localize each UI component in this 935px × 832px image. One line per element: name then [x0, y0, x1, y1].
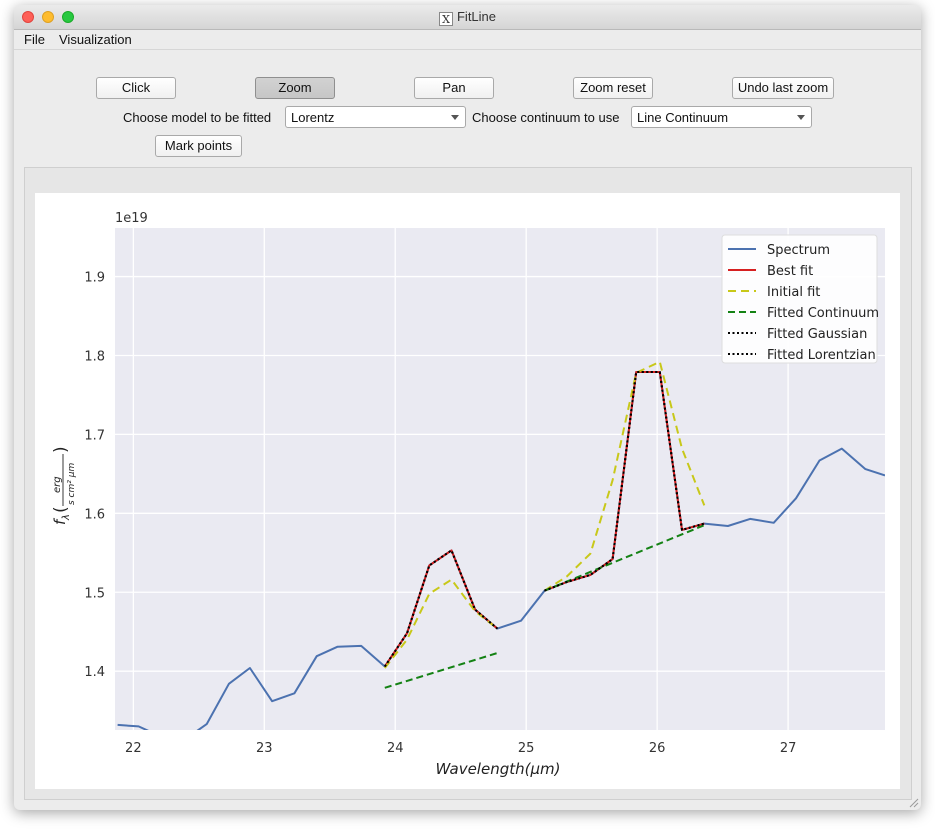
legend-label: Initial fit [767, 285, 820, 300]
chevron-down-icon [797, 115, 805, 120]
y-axis-label: fλ( erg s cm² μm) [51, 446, 77, 525]
close-window-button[interactable] [22, 11, 34, 23]
maximize-window-button[interactable] [62, 11, 74, 23]
click-button[interactable]: Click [96, 77, 176, 99]
legend-label: Spectrum [767, 243, 830, 258]
y-tick-label: 1.5 [84, 586, 105, 601]
spectrum-chart[interactable]: 22 23 24 25 26 27 1.4 1.5 1.6 1.7 1.8 1.9 1e19 Wav… [35, 193, 900, 789]
svg-text:s cm² μm: s cm² μm [67, 463, 77, 505]
series-initial-fit [384, 360, 706, 669]
legend-label: Fitted Continuum [767, 306, 879, 321]
zoom-button[interactable]: Zoom [255, 77, 335, 99]
menu-separator [14, 49, 921, 50]
zoom-reset-button[interactable]: Zoom reset [573, 77, 653, 99]
grid-lines [115, 228, 885, 730]
window-title-area: X FitLine [14, 9, 921, 26]
legend-box [721, 234, 878, 364]
model-label: Choose model to be fitted [123, 110, 272, 125]
x-tick-label: 24 [387, 741, 404, 756]
continuum-select-value: Line Continuum [637, 110, 729, 125]
x-tick-label: 25 [518, 741, 535, 756]
legend: Spectrum Best fit Initial fit Fitted Contin… [721, 234, 879, 364]
model-select-value: Lorentz [291, 110, 335, 125]
minimize-window-button[interactable] [42, 11, 54, 23]
svg-text:(: ( [51, 506, 71, 513]
menu-bar: File Visualization [14, 30, 921, 50]
y-scale-label: 1e19 [115, 211, 148, 226]
series-fitted-lorentzian [383, 371, 705, 668]
legend-label: Fitted Lorentzian [767, 348, 876, 363]
undo-last-zoom-button[interactable]: Undo last zoom [732, 77, 834, 99]
svg-text:λ: λ [61, 514, 72, 521]
y-tick-label: 1.9 [84, 271, 105, 286]
x-axis-label: Wavelength(μm) [436, 760, 561, 778]
x-tick-labels: 22 23 24 25 26 27 [125, 741, 796, 756]
model-select[interactable]: Lorentz [285, 106, 466, 128]
svg-text:): ) [51, 446, 71, 453]
continuum-label: Choose continuum to use [472, 110, 620, 125]
legend-label: Best fit [767, 264, 813, 279]
app-window: X FitLine File Visualization Click Zoom P… [14, 5, 921, 810]
x11-app-icon: X [438, 12, 453, 26]
y-tick-label: 1.4 [84, 665, 105, 680]
mark-points-button[interactable]: Mark points [155, 135, 242, 157]
legend-label: Fitted Gaussian [767, 327, 867, 342]
chevron-down-icon [451, 115, 459, 120]
x-tick-label: 26 [649, 741, 666, 756]
title-bar[interactable]: X FitLine [14, 5, 921, 30]
y-tick-label: 1.8 [84, 349, 105, 364]
pan-button[interactable]: Pan [414, 77, 494, 99]
x-tick-label: 22 [125, 741, 142, 756]
y-tick-label: 1.7 [84, 428, 105, 443]
continuum-select[interactable]: Line Continuum [631, 106, 812, 128]
resize-grip-icon[interactable] [907, 796, 919, 808]
window-title: FitLine [456, 9, 497, 24]
menu-visualization[interactable]: Visualization [59, 32, 132, 47]
y-tick-label: 1.6 [84, 507, 105, 522]
figure-canvas[interactable]: 22 23 24 25 26 27 1.4 1.5 1.6 1.7 1.8 1.9 1e19 Wav… [35, 193, 900, 789]
svg-text:erg: erg [52, 476, 63, 493]
y-tick-labels: 1.4 1.5 1.6 1.7 1.8 1.9 [84, 271, 105, 681]
svg-text:f: f [51, 517, 69, 525]
x-tick-label: 27 [780, 741, 797, 756]
x-tick-label: 23 [256, 741, 273, 756]
series-lines [117, 360, 885, 730]
menu-file[interactable]: File [24, 32, 45, 47]
